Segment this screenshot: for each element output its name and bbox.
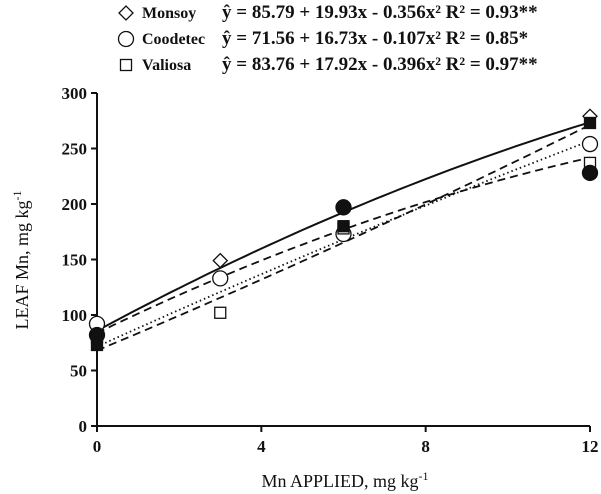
point-square-filled (337, 220, 350, 233)
legend: Monsoy ŷ = 85.79 + 19.93x - 0.356x² R² = … (117, 2, 538, 75)
y-tick-label: 0 (79, 417, 88, 436)
legend-label-valiosa: Valiosa (142, 57, 191, 74)
fit-curve-valiosa (96, 156, 591, 334)
y-tick-label: 50 (70, 362, 87, 381)
legend-label-coodetec: Coodetec (142, 31, 205, 48)
y-axis-title: LEAF Mn, mg kg-1 (10, 190, 32, 329)
x-axis-title: Mn APPLIED, mg kg-1 (261, 469, 428, 491)
legend-label-monsoy: Monsoy (142, 5, 196, 22)
y-tick-label: 250 (62, 140, 88, 159)
x-tick-label: 12 (582, 437, 599, 456)
legend-marker-monsoy (118, 5, 134, 21)
y-tick-label: 150 (62, 251, 88, 270)
y-tick-label: 100 (62, 306, 88, 325)
data-points (88, 108, 599, 352)
x-tick-label: 4 (257, 437, 266, 456)
point-square-filled (583, 116, 597, 130)
y-tick-label: 300 (62, 84, 88, 103)
point-valiosa (214, 306, 227, 319)
point-circle-filled (581, 164, 599, 182)
point-circle-filled (335, 199, 352, 216)
point-monsoy (212, 252, 229, 269)
axes: 0 4 8 12 0 50 100 150 200 250 300 (62, 84, 599, 456)
legend-equation-valiosa: ŷ = 83.76 + 17.92x - 0.396x² R² = 0.97** (222, 54, 538, 75)
y-tick-label: 200 (62, 195, 88, 214)
legend-marker-coodetec (117, 30, 135, 48)
fit-curve-coodetec (96, 139, 591, 348)
point-coodetec (212, 270, 229, 287)
legend-equation-monsoy: ŷ = 85.79 + 19.93x - 0.356x² R² = 0.93** (222, 2, 538, 23)
point-square-filled (90, 338, 104, 352)
point-coodetec (581, 135, 599, 153)
x-tick-label: 8 (421, 437, 430, 456)
x-tick-label: 0 (93, 437, 102, 456)
legend-equation-coodetec: ŷ = 71.56 + 16.73x - 0.107x² R² = 0.85* (222, 28, 528, 49)
legend-marker-valiosa (119, 58, 133, 72)
